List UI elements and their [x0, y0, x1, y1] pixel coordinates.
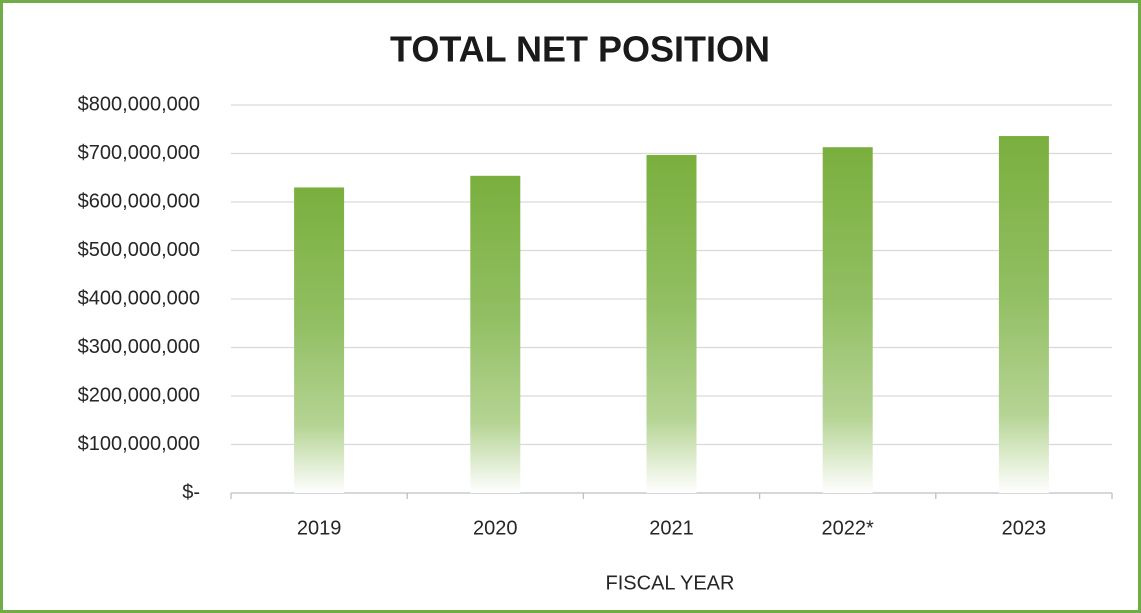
x-tick-label: 2021 [649, 517, 694, 539]
bar [470, 175, 521, 493]
y-tick-label: $700,000,000 [78, 142, 200, 164]
y-tick-label: $800,000,000 [78, 93, 200, 115]
y-tick-label: $400,000,000 [78, 287, 200, 309]
x-tick-label: 2023 [1002, 517, 1047, 539]
bar [822, 147, 873, 493]
x-tick-label: 2022* [822, 517, 874, 539]
x-tick-label: 2020 [473, 517, 518, 539]
y-tick-label: $600,000,000 [78, 190, 200, 212]
y-tick-label: $200,000,000 [78, 384, 200, 406]
y-tick-label: $100,000,000 [78, 433, 200, 455]
chart-title: TOTAL NET POSITION [390, 29, 770, 70]
x-tick-label: 2019 [297, 517, 342, 539]
y-tick-label: $500,000,000 [78, 239, 200, 261]
x-axis-title: FISCAL YEAR [606, 572, 735, 594]
y-tick-label: $- [182, 481, 200, 503]
bar [646, 154, 697, 493]
y-tick-label: $300,000,000 [78, 336, 200, 358]
bar [998, 136, 1049, 494]
bar [294, 187, 345, 493]
